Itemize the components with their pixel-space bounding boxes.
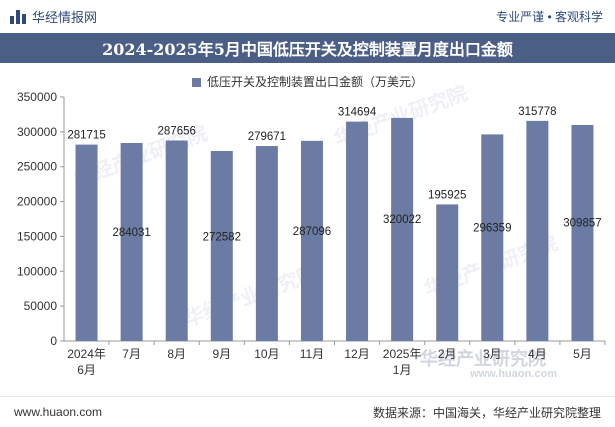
data-label: 281715 xyxy=(67,130,105,142)
bar xyxy=(165,140,188,341)
y-tick-label: 0 xyxy=(50,334,57,348)
x-tick-label: 11月 xyxy=(300,347,324,361)
data-label: 284031 xyxy=(112,227,150,239)
x-tick-label: 4月 xyxy=(528,347,547,361)
y-tick-label: 100000 xyxy=(17,264,57,278)
bar xyxy=(75,144,98,341)
data-label: 320022 xyxy=(383,214,421,226)
data-label: 195925 xyxy=(428,189,466,201)
y-tick-label: 150000 xyxy=(17,229,57,243)
data-label: 296359 xyxy=(473,222,511,234)
y-tick-label: 50000 xyxy=(24,299,58,313)
data-label: 279671 xyxy=(248,131,286,143)
bar xyxy=(210,150,233,341)
bar xyxy=(436,204,459,341)
data-label: 287096 xyxy=(293,226,331,238)
bar xyxy=(481,134,504,341)
data-label: 309857 xyxy=(563,218,601,230)
x-tick-label: 5月 xyxy=(573,347,592,361)
data-source: 数据来源：中国海关，华经产业研究院整理 xyxy=(372,405,601,420)
x-tick-label: 12月 xyxy=(344,347,369,361)
bar xyxy=(300,140,323,341)
top-bar: 华经情报网 专业严谨 • 客观科学 xyxy=(0,0,615,33)
bar xyxy=(120,142,143,341)
x-tick-label: 2025年 xyxy=(383,347,422,361)
x-tick-label: 7月 xyxy=(122,347,141,361)
data-label: 315778 xyxy=(518,106,556,118)
y-tick-label: 200000 xyxy=(17,195,57,209)
bar xyxy=(255,146,278,341)
x-tick-label: 9月 xyxy=(212,347,231,361)
data-label: 272582 xyxy=(203,231,241,243)
legend-swatch xyxy=(191,78,201,87)
bar xyxy=(571,124,594,341)
y-tick-label: 350000 xyxy=(17,90,57,104)
x-tick-label: 1月 xyxy=(393,363,412,377)
bar-chart-logo-icon xyxy=(10,9,26,24)
footer: www.huaon.com 数据来源：中国海关，华经产业研究院整理 xyxy=(0,396,615,427)
bar xyxy=(391,117,414,341)
bar xyxy=(346,121,369,341)
y-tick-label: 300000 xyxy=(17,125,57,139)
x-tick-label: 2月 xyxy=(438,347,457,361)
x-tick-label: 10月 xyxy=(254,347,279,361)
legend-label: 低压开关及控制装置出口金额（万美元） xyxy=(206,75,423,89)
website-link[interactable]: www.huaon.com xyxy=(14,405,103,419)
x-tick-label: 8月 xyxy=(167,347,186,361)
data-label: 314694 xyxy=(338,107,377,119)
legend: 低压开关及控制装置出口金额（万美元） xyxy=(0,73,615,90)
bar xyxy=(526,120,549,341)
brand: 华经情报网 xyxy=(10,7,97,26)
y-tick-label: 250000 xyxy=(17,160,57,174)
x-tick-label: 6月 xyxy=(77,363,96,377)
x-tick-label: 3月 xyxy=(483,347,502,361)
tagline: 专业严谨 • 客观科学 xyxy=(496,10,603,24)
brand-name: 华经情报网 xyxy=(32,10,98,25)
data-label: 287656 xyxy=(158,125,196,137)
chart-title: 2024-2025年5月中国低压开关及控制装置月度出口金额 xyxy=(0,33,615,63)
x-tick-label: 2024年 xyxy=(67,347,106,361)
